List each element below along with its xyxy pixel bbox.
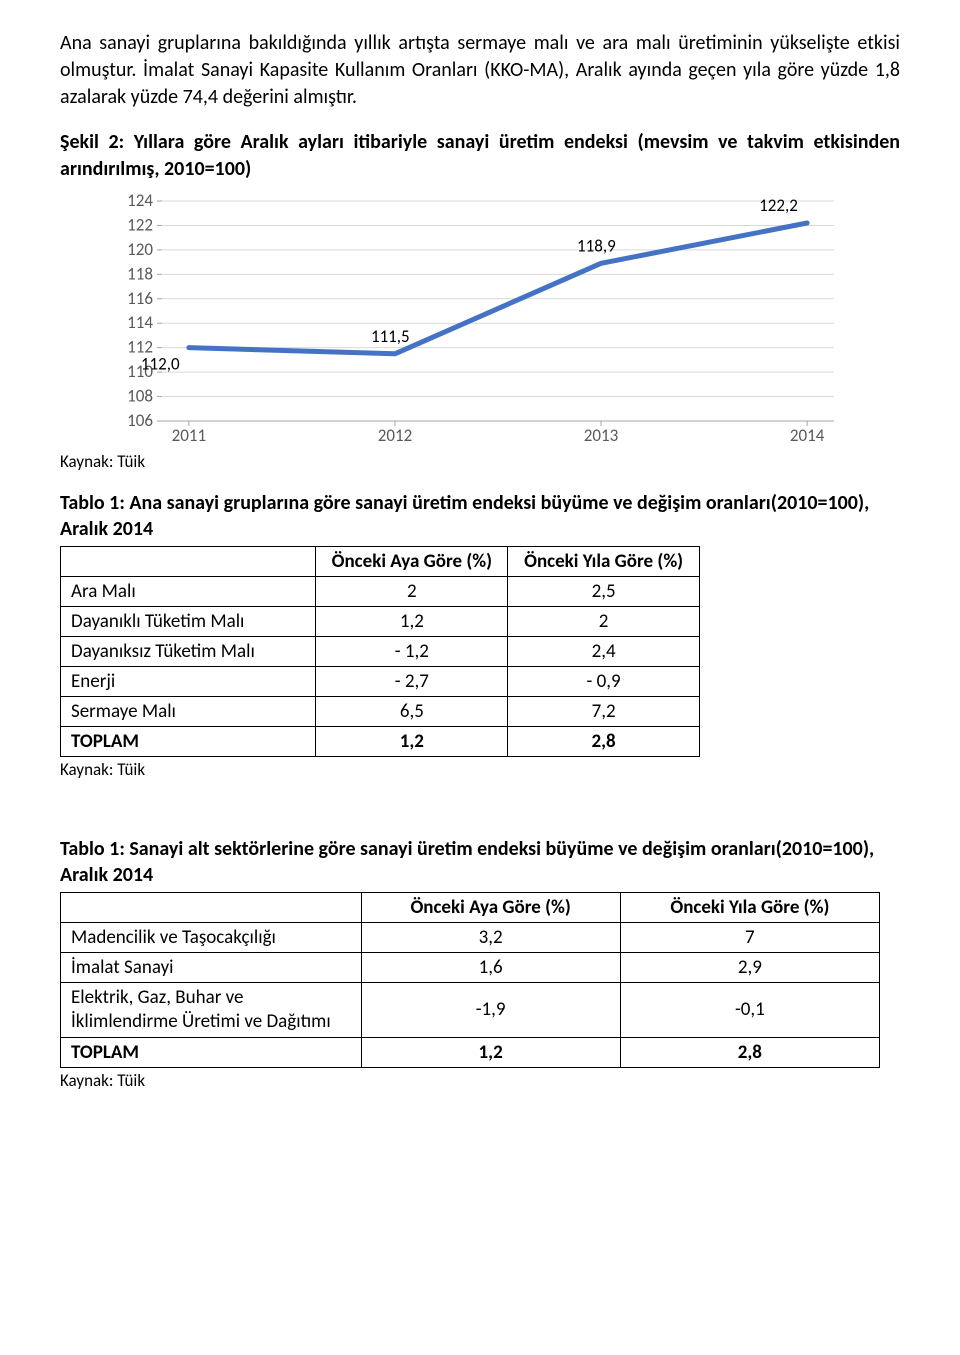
row-label: Dayanıksız Tüketim Malı <box>61 637 316 667</box>
table-row: Ara Malı22,5 <box>61 577 700 607</box>
row-month-value: 2 <box>316 577 508 607</box>
table-row: Madencilik ve Taşocakçılığı3,27 <box>61 923 880 953</box>
table-row: Dayanıksız Tüketim Malı- 1,22,4 <box>61 637 700 667</box>
table-row: Dayanıklı Tüketim Malı1,22 <box>61 607 700 637</box>
table-header: Önceki Yıla Göre (%) <box>620 893 879 923</box>
svg-text:2012: 2012 <box>378 425 412 445</box>
svg-text:106: 106 <box>127 410 153 431</box>
table-header: Önceki Aya Göre (%) <box>316 547 508 577</box>
row-label: Sermaye Malı <box>61 697 316 727</box>
row-year-value: 2,9 <box>620 953 879 983</box>
row-month-value: 6,5 <box>316 697 508 727</box>
row-year-value: -0,1 <box>620 983 879 1038</box>
total-label: TOPLAM <box>61 727 316 757</box>
row-year-value: 7 <box>620 923 879 953</box>
row-month-value: 1,6 <box>361 953 620 983</box>
svg-text:112,0: 112,0 <box>141 354 180 375</box>
row-year-value: - 0,9 <box>508 667 700 697</box>
svg-text:122: 122 <box>127 214 153 235</box>
svg-text:2014: 2014 <box>790 425 825 445</box>
svg-text:120: 120 <box>127 239 153 260</box>
row-year-value: 2,4 <box>508 637 700 667</box>
row-year-value: 2 <box>508 607 700 637</box>
svg-text:124: 124 <box>127 193 153 211</box>
table2-title: Tablo 1: Sanayi alt sektörlerine göre sa… <box>60 836 900 888</box>
row-label: Elektrik, Gaz, Buhar ve İklimlendirme Ür… <box>61 983 362 1038</box>
row-label: Ara Malı <box>61 577 316 607</box>
table-row: Elektrik, Gaz, Buhar ve İklimlendirme Ür… <box>61 983 880 1038</box>
table-row: Sermaye Malı6,57,2 <box>61 697 700 727</box>
table-header: Önceki Yıla Göre (%) <box>508 547 700 577</box>
row-month-value: -1,9 <box>361 983 620 1038</box>
svg-text:116: 116 <box>127 288 153 309</box>
table-total-row: TOPLAM1,22,8 <box>61 727 700 757</box>
table-header <box>61 547 316 577</box>
row-label: Madencilik ve Taşocakçılığı <box>61 923 362 953</box>
page: Ana sanayi gruplarına bakıldığında yıllı… <box>0 0 960 1355</box>
svg-text:118,9: 118,9 <box>577 235 616 256</box>
row-year-value: 7,2 <box>508 697 700 727</box>
line-chart: 1061081101121141161181201221242011201220… <box>114 193 844 445</box>
row-month-value: - 2,7 <box>316 667 508 697</box>
table-header: Önceki Aya Göre (%) <box>361 893 620 923</box>
total-year-value: 2,8 <box>508 727 700 757</box>
svg-text:122,2: 122,2 <box>759 195 798 216</box>
table2-source: Kaynak: Tüik <box>60 1070 900 1091</box>
svg-text:118: 118 <box>127 263 153 284</box>
total-year-value: 2,8 <box>620 1037 879 1067</box>
table-total-row: TOPLAM1,22,8 <box>61 1037 880 1067</box>
svg-text:111,5: 111,5 <box>371 326 410 347</box>
table2: Önceki Aya Göre (%)Önceki Yıla Göre (%)M… <box>60 892 880 1068</box>
row-month-value: 1,2 <box>316 607 508 637</box>
row-label: Dayanıklı Tüketim Malı <box>61 607 316 637</box>
table1-title: Tablo 1: Ana sanayi gruplarına göre sana… <box>60 490 900 542</box>
total-month-value: 1,2 <box>361 1037 620 1067</box>
chart-title: Şekil 2: Yıllara göre Aralık ayları itib… <box>60 129 900 183</box>
table-header <box>61 893 362 923</box>
row-month-value: 3,2 <box>361 923 620 953</box>
chart-source: Kaynak: Tüik <box>60 451 900 472</box>
total-month-value: 1,2 <box>316 727 508 757</box>
row-month-value: - 1,2 <box>316 637 508 667</box>
row-label: İmalat Sanayi <box>61 953 362 983</box>
table-row: İmalat Sanayi1,62,9 <box>61 953 880 983</box>
intro-paragraph: Ana sanayi gruplarına bakıldığında yıllı… <box>60 30 900 111</box>
svg-text:2013: 2013 <box>584 425 618 445</box>
svg-text:114: 114 <box>127 312 153 333</box>
svg-text:2011: 2011 <box>172 425 206 445</box>
row-year-value: 2,5 <box>508 577 700 607</box>
table1: Önceki Aya Göre (%)Önceki Yıla Göre (%)A… <box>60 546 700 757</box>
total-label: TOPLAM <box>61 1037 362 1067</box>
table1-source: Kaynak: Tüik <box>60 759 900 780</box>
svg-text:108: 108 <box>127 386 153 407</box>
spacer <box>60 798 900 826</box>
table-row: Enerji- 2,7- 0,9 <box>61 667 700 697</box>
chart-svg: 1061081101121141161181201221242011201220… <box>114 193 844 445</box>
row-label: Enerji <box>61 667 316 697</box>
